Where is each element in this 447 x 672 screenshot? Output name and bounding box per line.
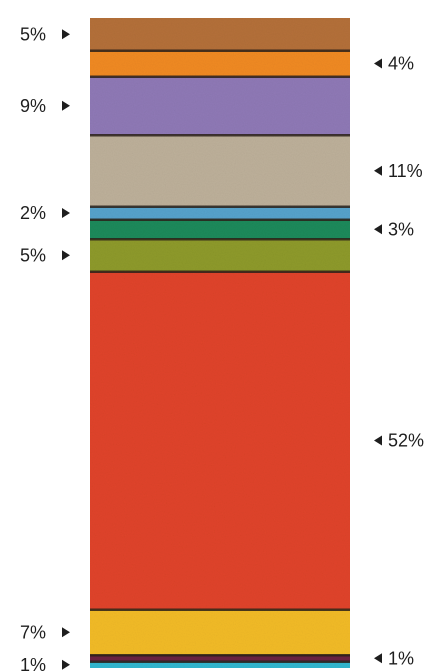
bar-segment-7 — [90, 271, 350, 610]
label-pointer-icon-0 — [62, 29, 70, 40]
segment-label-10: 1% — [20, 655, 46, 672]
segment-divider-1 — [90, 49, 350, 52]
segment-label-4: 2% — [20, 203, 46, 223]
segment-label-6: 5% — [20, 245, 46, 265]
bar-segment-3 — [90, 135, 350, 207]
label-pointer-icon-9 — [374, 653, 382, 664]
bar-segment-4 — [90, 206, 350, 220]
segment-divider-10 — [90, 660, 350, 663]
label-pointer-icon-10 — [62, 659, 70, 670]
bar-segment-8 — [90, 609, 350, 655]
bar-segment-1 — [90, 50, 350, 77]
segment-label-7: 52% — [388, 431, 424, 451]
bar-segment-2 — [90, 76, 350, 135]
bar-segment-10 — [90, 661, 350, 668]
label-pointer-icon-2 — [62, 100, 70, 111]
segment-divider-8 — [90, 608, 350, 611]
segment-divider-2 — [90, 75, 350, 78]
bar-segment-9 — [90, 655, 350, 662]
segment-label-8: 7% — [20, 622, 46, 642]
label-pointer-icon-5 — [374, 224, 382, 235]
bar-segment-6 — [90, 239, 350, 272]
segment-label-9: 1% — [388, 648, 414, 668]
segment-label-0: 5% — [20, 24, 46, 44]
segment-divider-9 — [90, 654, 350, 657]
segment-label-5: 3% — [388, 219, 414, 239]
segment-divider-5 — [90, 218, 350, 221]
segment-label-1: 4% — [388, 54, 414, 74]
bar-segment-0 — [90, 18, 350, 51]
bar-segment-5 — [90, 219, 350, 239]
label-pointer-icon-4 — [62, 208, 70, 218]
label-pointer-icon-1 — [374, 58, 382, 69]
segment-divider-7 — [90, 270, 350, 273]
segment-divider-4 — [90, 205, 350, 208]
segment-label-2: 9% — [20, 96, 46, 116]
segment-divider-3 — [90, 134, 350, 137]
label-pointer-icon-6 — [62, 250, 70, 261]
label-pointer-icon-7 — [374, 435, 382, 446]
segment-label-3: 11% — [388, 161, 423, 181]
segment-divider-6 — [90, 238, 350, 241]
label-pointer-icon-3 — [374, 165, 382, 176]
label-pointer-icon-8 — [62, 627, 70, 638]
